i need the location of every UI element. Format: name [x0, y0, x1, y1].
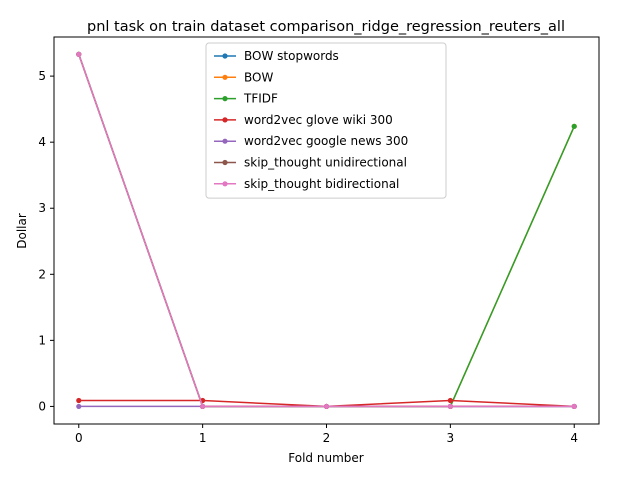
- y-axis: 0 1 2 3 4 5: [38, 69, 54, 413]
- chart-title: pnl task on train dataset comparison_rid…: [87, 19, 565, 35]
- legend-swatch-marker: [222, 74, 228, 80]
- data-point: [200, 403, 206, 410]
- y-tick-label: 4: [38, 135, 46, 149]
- data-point: [323, 403, 330, 410]
- legend-swatch-marker: [222, 159, 228, 166]
- legend-item: BOW stopwords: [214, 49, 339, 63]
- data-point: [571, 123, 577, 129]
- legend-item: skip_thought bidirectional: [214, 177, 399, 191]
- legend-label: word2vec glove wiki 300: [244, 113, 393, 127]
- y-tick-label: 3: [38, 201, 46, 215]
- legend-box: [205, 42, 447, 199]
- x-tick-label: 4: [570, 431, 578, 445]
- legend-item: word2vec glove wiki 300: [214, 113, 393, 127]
- data-point: [447, 403, 453, 410]
- legend-label: skip_thought bidirectional: [244, 177, 399, 191]
- legend-swatch-marker: [222, 181, 228, 187]
- x-tick-label: 2: [323, 431, 331, 445]
- x-tick-label: 1: [199, 431, 207, 445]
- x-tick-label: 3: [447, 431, 455, 445]
- x-axis-label: Fold number: [288, 451, 363, 465]
- x-tick-label: 0: [75, 431, 83, 445]
- legend-swatch-marker: [222, 138, 228, 144]
- y-tick-label: 5: [38, 69, 46, 83]
- legend-item: word2vec google news 300: [214, 134, 408, 148]
- data-point: [571, 403, 577, 410]
- legend-item: skip_thought unidirectional: [214, 156, 407, 170]
- y-tick-label: 1: [38, 333, 46, 347]
- legend-swatch-marker: [222, 96, 228, 102]
- legend-item: TFIDF: [214, 92, 278, 106]
- legend-label: TFIDF: [243, 92, 278, 106]
- y-axis-label: Dollar: [15, 213, 29, 249]
- y-tick-label: 0: [38, 399, 46, 413]
- legend: BOW stopwords BOW TFIDF word2vec glove wiki…: [205, 42, 447, 199]
- data-point: [447, 397, 453, 404]
- legend-label: BOW stopwords: [244, 49, 339, 63]
- x-axis: 0 1 2 3 4: [75, 424, 578, 445]
- data-point: [76, 403, 82, 410]
- data-point: [76, 51, 82, 57]
- legend-label: word2vec google news 300: [244, 134, 408, 148]
- series-6: [76, 51, 577, 410]
- plot-area: [76, 51, 577, 410]
- legend-item: BOW: [214, 70, 273, 84]
- legend-label: BOW: [244, 70, 273, 84]
- legend-swatch-marker: [222, 53, 228, 59]
- y-tick-label: 2: [38, 267, 46, 281]
- legend-swatch-marker: [222, 117, 228, 123]
- data-point: [76, 397, 82, 404]
- legend-label: skip_thought unidirectional: [244, 156, 407, 170]
